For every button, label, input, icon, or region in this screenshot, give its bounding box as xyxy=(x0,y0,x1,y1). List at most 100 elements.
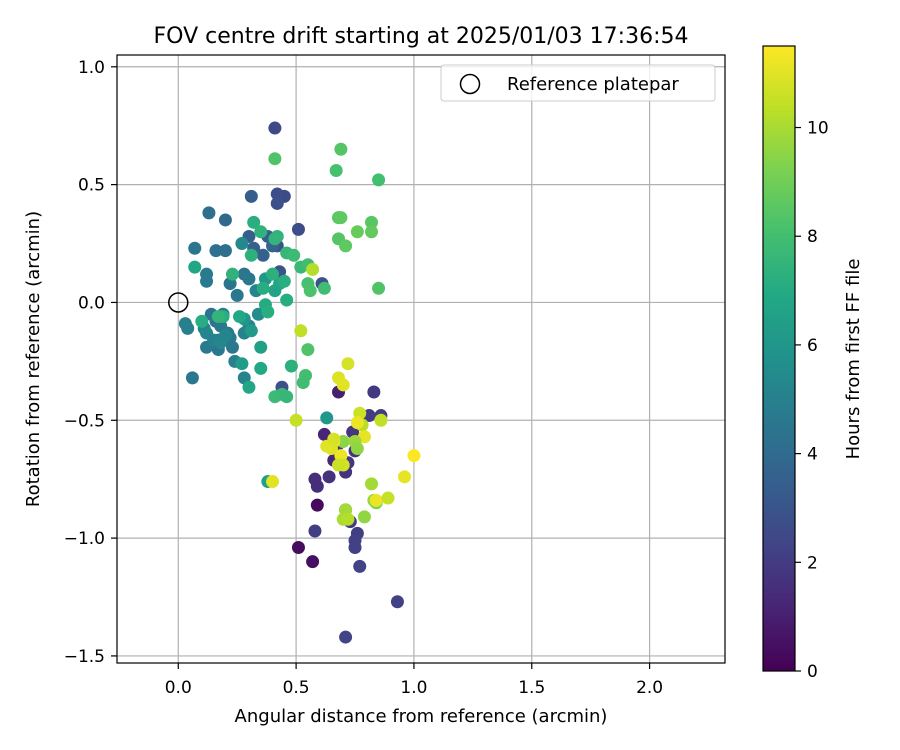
data-point xyxy=(266,267,280,281)
data-point xyxy=(218,328,232,342)
data-point xyxy=(202,206,216,220)
data-point xyxy=(350,442,364,456)
data-point xyxy=(310,498,324,512)
data-point xyxy=(348,541,362,555)
x-tick-label: 0.5 xyxy=(283,678,310,698)
data-point xyxy=(270,187,284,201)
data-point xyxy=(235,237,249,251)
data-point xyxy=(225,267,239,281)
data-point xyxy=(244,189,258,203)
data-point xyxy=(327,432,341,446)
data-point xyxy=(270,196,284,210)
data-point xyxy=(398,470,412,484)
colorbar: 0 2 4 6 8 10 Hours from first FF file xyxy=(762,45,864,682)
data-point xyxy=(301,343,315,357)
data-point xyxy=(381,491,395,505)
plot-frame xyxy=(116,54,726,664)
data-point xyxy=(225,340,239,354)
data-point xyxy=(209,244,223,258)
data-point xyxy=(185,371,199,385)
colorbar-tick-label: 2 xyxy=(807,553,818,573)
data-point xyxy=(280,293,294,307)
legend-marker-icon xyxy=(459,73,481,95)
data-point xyxy=(268,232,282,246)
colorbar-tick-label: 4 xyxy=(807,445,818,465)
data-point xyxy=(256,281,270,295)
data-point xyxy=(407,449,421,463)
reference-platepar-marker xyxy=(168,292,189,313)
data-point xyxy=(268,121,282,135)
colorbar-tick-label: 6 xyxy=(807,336,818,356)
data-point xyxy=(289,413,303,427)
y-axis: −1.5 −1.0 −0.5 0.0 0.5 1.0 xyxy=(64,58,117,667)
data-point xyxy=(181,321,195,335)
data-point xyxy=(211,310,225,324)
colorbar-tick-label: 8 xyxy=(807,227,818,247)
data-point xyxy=(247,215,261,229)
data-point xyxy=(369,493,383,507)
data-point xyxy=(357,510,371,524)
data-point xyxy=(235,357,249,371)
data-point xyxy=(277,274,291,288)
data-point xyxy=(291,222,305,236)
data-point xyxy=(350,416,364,430)
data-point xyxy=(230,288,244,302)
data-point xyxy=(296,376,310,390)
data-point xyxy=(242,272,256,286)
data-point xyxy=(261,305,275,319)
data-point xyxy=(353,559,367,573)
data-point xyxy=(390,595,404,609)
data-point xyxy=(350,225,364,239)
data-point xyxy=(329,163,343,177)
data-point xyxy=(365,215,379,229)
scatter-points xyxy=(178,121,421,644)
y-axis-label: Rotation from reference (arcmin) xyxy=(23,211,44,507)
data-point xyxy=(244,248,258,262)
data-point xyxy=(280,390,294,404)
x-tick-label: 1.5 xyxy=(518,678,545,698)
x-axis-label: Angular distance from reference (arcmin) xyxy=(235,706,608,727)
colorbar-label: Hours from first FF file xyxy=(843,259,864,460)
y-tick-label: −1.0 xyxy=(64,529,105,549)
data-point xyxy=(365,477,379,491)
data-point xyxy=(188,241,202,255)
data-point xyxy=(195,314,209,328)
data-point xyxy=(320,411,334,425)
data-point xyxy=(291,541,305,555)
data-point xyxy=(322,470,336,484)
legend-box xyxy=(440,64,716,102)
chart-title: FOV centre drift starting at 2025/01/03 … xyxy=(154,24,689,49)
y-tick-label: 1.0 xyxy=(78,58,105,78)
data-point xyxy=(242,380,256,394)
colorbar-ticks: 0 2 4 6 8 10 xyxy=(795,119,829,682)
data-point xyxy=(254,361,268,375)
data-point xyxy=(336,378,350,392)
data-point xyxy=(332,458,346,472)
y-tick-label: −1.5 xyxy=(64,647,105,667)
data-point xyxy=(268,152,282,166)
data-point xyxy=(244,324,258,338)
y-tick-label: 0.5 xyxy=(78,176,105,196)
data-point xyxy=(334,211,348,225)
colorbar-tick-label: 10 xyxy=(807,119,829,139)
x-axis: 0.0 0.5 1.0 1.5 2.0 xyxy=(165,663,663,698)
data-point xyxy=(306,262,320,276)
data-point xyxy=(339,239,353,253)
x-tick-label: 0.0 xyxy=(165,678,192,698)
data-point xyxy=(233,310,247,324)
data-point xyxy=(372,281,386,295)
data-point xyxy=(303,284,317,298)
data-point xyxy=(341,357,355,371)
data-point xyxy=(339,630,353,644)
y-tick-label: 0.0 xyxy=(78,293,105,313)
data-point xyxy=(256,248,270,262)
data-point xyxy=(306,555,320,569)
x-tick-label: 1.0 xyxy=(400,678,427,698)
data-point xyxy=(374,413,388,427)
data-point xyxy=(218,244,232,258)
colorbar-gradient xyxy=(762,45,796,672)
data-point xyxy=(365,225,379,239)
data-point xyxy=(266,475,280,489)
data-point xyxy=(294,324,308,338)
colorbar-tick-label: 0 xyxy=(807,662,818,682)
